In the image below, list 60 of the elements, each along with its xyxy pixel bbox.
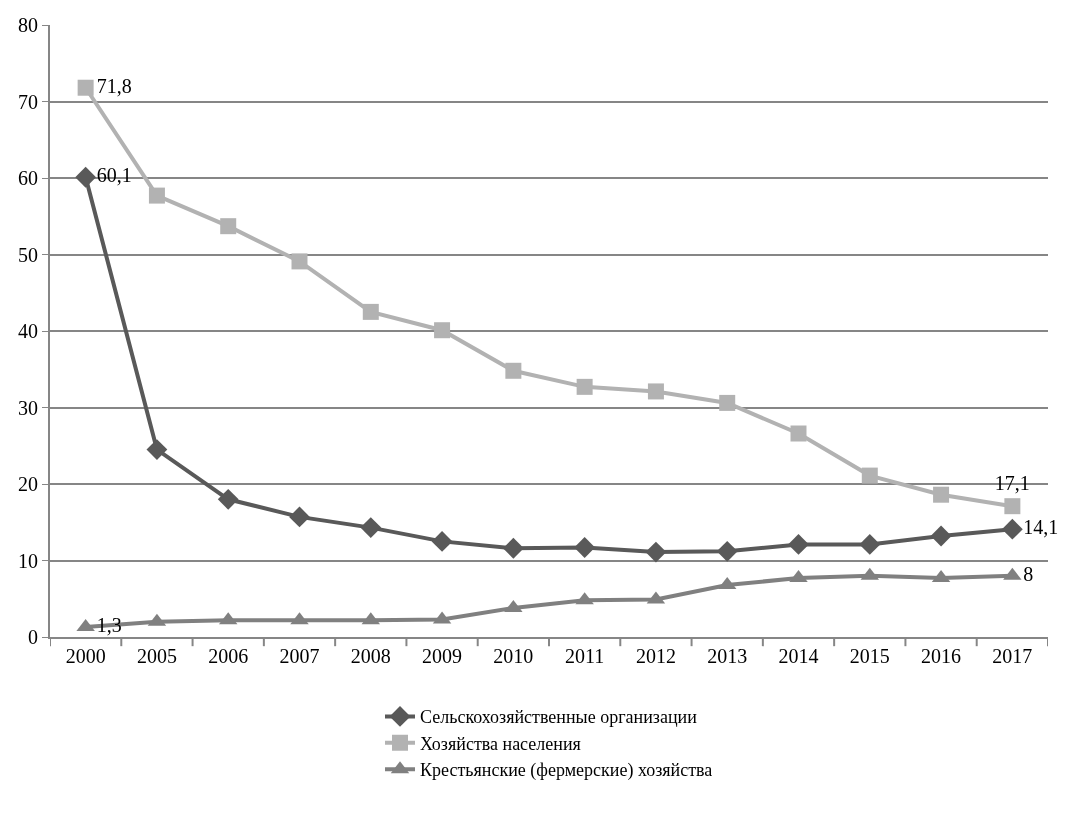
point (933, 486, 950, 503)
y-tick-label: 20 (18, 473, 38, 495)
x-tick-label: 2005 (136, 645, 177, 667)
point (434, 322, 451, 339)
x-tick-label: 2015 (849, 645, 890, 667)
x-tick-label: 2013 (707, 645, 748, 667)
point (217, 488, 239, 510)
y-tick-label: 10 (18, 549, 38, 572)
point (1001, 518, 1023, 540)
point (360, 517, 382, 539)
data-label: 71,8 (96, 74, 132, 97)
point (505, 362, 522, 379)
point (220, 218, 237, 235)
data-label: 60,1 (96, 164, 132, 187)
data-label: 1,3 (96, 614, 122, 637)
point (790, 425, 807, 442)
y-tick-label: 30 (18, 396, 38, 419)
x-tick-label: 2016 (921, 645, 962, 667)
point (574, 537, 596, 558)
point (146, 439, 168, 460)
y-tick-label: 70 (18, 90, 38, 113)
x-tick-label: 2000 (65, 645, 106, 667)
legend-label: Сельскохозяйственные организации (420, 707, 698, 728)
legend-label: Крестьянские (фермерские) хозяйства (420, 760, 713, 782)
x-tick-label: 2011 (565, 645, 605, 667)
x-tick-label: 2009 (422, 645, 463, 667)
x-tick-label: 2010 (493, 645, 534, 667)
point (788, 534, 809, 555)
point (859, 534, 881, 555)
point (291, 253, 308, 270)
data-label: 17,1 (994, 472, 1030, 495)
y-tick-label: 50 (18, 243, 38, 266)
x-tick-label: 2006 (208, 645, 249, 667)
legend-label: Хозяйства населения (420, 733, 581, 754)
point (930, 525, 952, 547)
point (647, 383, 664, 400)
point (576, 378, 593, 395)
point (1004, 498, 1021, 515)
x-tick-label: 2014 (778, 645, 819, 667)
point (716, 540, 738, 562)
y-tick-label: 0 (28, 626, 38, 648)
point (645, 541, 667, 563)
point (362, 303, 379, 320)
point (289, 506, 310, 528)
y-tick-label: 40 (18, 320, 38, 342)
point (148, 187, 165, 204)
data-label: 8 (1023, 562, 1034, 585)
y-tick-label: 60 (18, 167, 38, 189)
x-tick-label: 2008 (350, 645, 391, 667)
point (502, 537, 524, 559)
point (75, 166, 97, 188)
data-label: 14,1 (1023, 516, 1059, 539)
x-tick-label: 2017 (992, 645, 1033, 667)
point (431, 530, 453, 552)
x-tick-label: 2007 (279, 645, 320, 667)
point (719, 394, 736, 411)
y-tick-label: 80 (18, 14, 38, 36)
x-tick-label: 2012 (635, 645, 676, 667)
point (861, 467, 878, 484)
point (77, 79, 94, 96)
